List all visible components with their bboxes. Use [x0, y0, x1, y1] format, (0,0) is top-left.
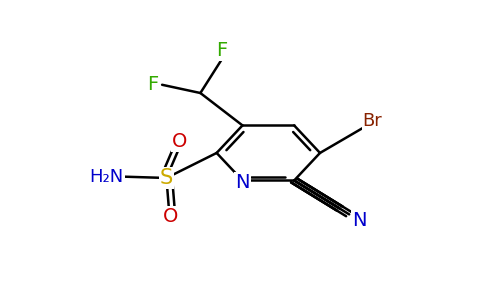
Text: F: F — [147, 75, 158, 94]
Text: S: S — [160, 168, 173, 188]
Text: N: N — [235, 173, 250, 192]
Text: H₂N: H₂N — [90, 167, 124, 185]
Text: O: O — [163, 207, 178, 226]
Text: F: F — [216, 41, 227, 60]
Text: Br: Br — [363, 112, 382, 130]
Text: N: N — [352, 211, 367, 230]
Text: O: O — [172, 132, 187, 151]
